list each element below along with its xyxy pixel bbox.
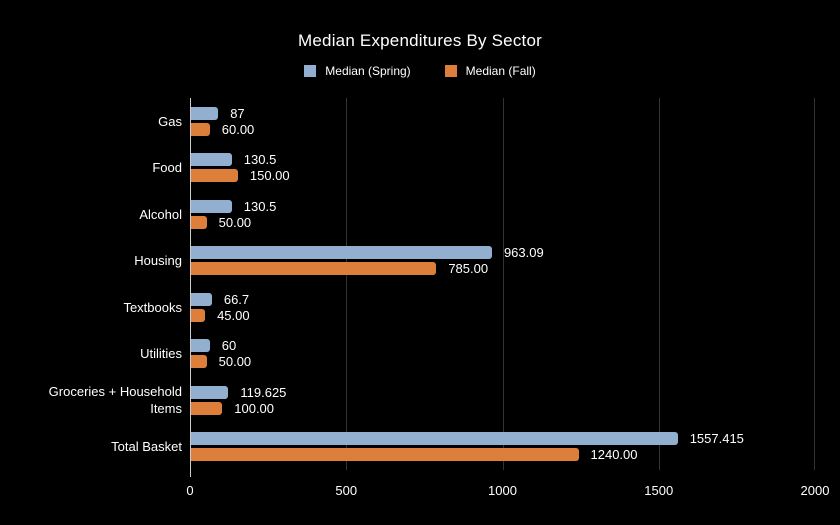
y-axis-line xyxy=(190,98,191,477)
bar-row: 119.625 100.00 xyxy=(191,377,815,424)
category-label: Total Basket xyxy=(111,439,182,455)
bar-value-label: 60 xyxy=(221,338,237,354)
bar-spring-5 xyxy=(191,339,210,353)
category-label: Food xyxy=(152,160,182,176)
bar-spring-0 xyxy=(191,106,219,120)
bar-value-label: 50.00 xyxy=(218,354,252,370)
bar-fall-3 xyxy=(191,262,437,276)
gridline xyxy=(346,98,348,470)
legend-item-spring: Median (Spring) xyxy=(304,64,411,78)
bar-row: 130.5 50.00 xyxy=(191,191,815,238)
category-label: Textbooks xyxy=(123,299,182,315)
bar-value-label: 119.625 xyxy=(240,384,287,400)
bar-fall-4 xyxy=(191,308,206,322)
x-tick-label: 1500 xyxy=(644,483,674,498)
bar-spring-1 xyxy=(191,153,232,167)
bar-value-label: 100.00 xyxy=(234,400,275,416)
legend-item-fall: Median (Fall) xyxy=(444,64,536,78)
bar-row: 963.09 785.00 xyxy=(191,238,815,285)
bar-value-label: 66.7 xyxy=(223,291,250,307)
bar-spring-7 xyxy=(191,432,678,446)
bar-line-fall: 785.00 xyxy=(191,261,815,277)
bar-fall-0 xyxy=(191,122,210,136)
bar-value-label: 1557.415 xyxy=(689,431,744,447)
bar-line-spring: 130.5 xyxy=(191,198,815,214)
category-axis: Gas Food Alcohol Housing Textbooks Utilities G… xyxy=(0,98,182,470)
bar-value-label: 87 xyxy=(230,105,245,121)
legend-swatch-spring-icon xyxy=(304,65,317,77)
bar-value-label: 785.00 xyxy=(448,261,489,277)
bar-value-label: 963.09 xyxy=(503,245,544,261)
bar-line-fall: 100.00 xyxy=(191,400,815,416)
bar-fall-2 xyxy=(191,215,207,229)
bar-row: 87 60.00 xyxy=(191,98,815,145)
bar-spring-6 xyxy=(191,385,229,399)
bar-spring-3 xyxy=(191,246,492,260)
bar-line-fall: 150.00 xyxy=(191,168,815,184)
category-label: Gas xyxy=(158,113,182,129)
category-label: Housing xyxy=(134,253,182,269)
bar-value-label: 130.5 xyxy=(243,198,277,214)
x-tick-label: 1000 xyxy=(488,483,517,498)
category-label: Groceries + Household Items xyxy=(48,384,182,417)
x-tick-label: 2000 xyxy=(800,483,830,498)
bar-fall-1 xyxy=(191,169,238,183)
bar-spring-2 xyxy=(191,199,232,213)
bar-spring-4 xyxy=(191,292,212,306)
bar-line-spring: 1557.415 xyxy=(191,431,815,447)
chart-title: Median Expenditures By Sector xyxy=(298,31,542,50)
bar-value-label: 60.00 xyxy=(221,121,255,137)
bar-line-spring: 87 xyxy=(191,105,815,121)
gridline xyxy=(502,98,504,470)
plot-area: 87 60.00 130.5 150.00 130.5 50.00 963.09 785.00… xyxy=(190,98,815,477)
bar-line-spring: 66.7 xyxy=(191,291,815,307)
bar-line-spring: 130.5 xyxy=(191,152,815,168)
bar-line-fall: 60.00 xyxy=(191,121,815,137)
bar-line-spring: 60 xyxy=(191,338,815,354)
x-axis: 0 500 1000 1500 2000 xyxy=(186,483,829,499)
bar-fall-7 xyxy=(191,448,579,462)
category-label: Utilities xyxy=(140,346,182,362)
bar-value-label: 45.00 xyxy=(217,307,250,323)
bar-row: 60 50.00 xyxy=(191,331,815,378)
bar-row: 1557.415 1240.00 xyxy=(191,424,815,471)
bar-line-spring: 963.09 xyxy=(191,245,815,261)
x-tick-label: 0 xyxy=(186,483,194,498)
bar-line-spring: 119.625 xyxy=(191,384,815,400)
bar-value-label: 130.5 xyxy=(243,152,277,168)
bar-fall-6 xyxy=(191,401,223,415)
gridline xyxy=(658,98,660,470)
x-tick-label: 500 xyxy=(335,483,358,498)
bar-line-fall: 1240.00 xyxy=(191,447,815,463)
bar-line-fall: 50.00 xyxy=(191,214,815,230)
bar-fall-5 xyxy=(191,355,207,369)
legend-label-fall: Median (Fall) xyxy=(465,64,536,78)
bar-line-fall: 50.00 xyxy=(191,354,815,370)
bar-row: 66.7 45.00 xyxy=(191,284,815,331)
bar-value-label: 50.00 xyxy=(218,214,252,230)
bar-row: 130.5 150.00 xyxy=(191,145,815,192)
bar-line-fall: 45.00 xyxy=(191,307,815,323)
bar-value-label: 1240.00 xyxy=(590,447,638,463)
legend-label-spring: Median (Spring) xyxy=(325,64,411,78)
gridline xyxy=(814,98,815,470)
category-label: Alcohol xyxy=(139,206,182,222)
chart-legend: Median (Spring) Median (Fall) xyxy=(0,64,840,78)
bar-value-label: 150.00 xyxy=(249,168,290,184)
legend-swatch-fall-icon xyxy=(444,65,457,77)
